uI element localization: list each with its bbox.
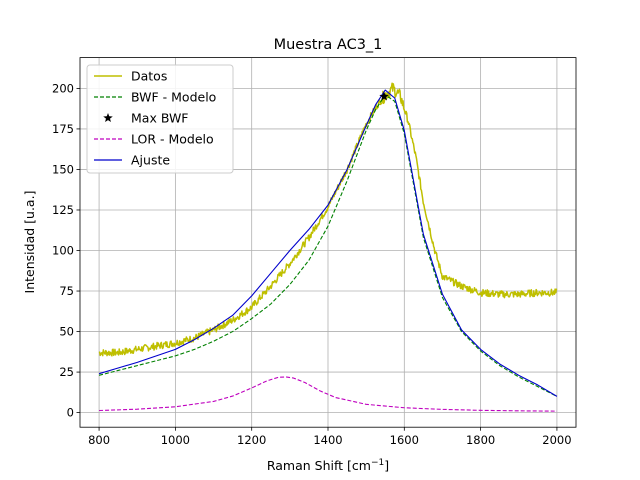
- y-tick-label: 0: [67, 406, 74, 420]
- y-tick-label: 150: [52, 162, 74, 176]
- x-tick-label: 1000: [161, 433, 190, 447]
- y-axis-label: Intensidad [u.a.]: [22, 191, 37, 294]
- y-tick-label: 25: [59, 365, 74, 379]
- x-axis-label: Raman Shift [cm−1]: [267, 458, 389, 473]
- legend-lor-modelo-label: LOR - Modelo: [131, 132, 214, 147]
- series-ajuste-line: [98, 89, 558, 397]
- x-axis-label-main: Raman Shift [cm: [267, 458, 371, 473]
- series-lor-modelo-line: [99, 376, 557, 412]
- x-tick-label: 1600: [390, 433, 419, 447]
- x-tick-label: 1400: [313, 433, 342, 447]
- legend: Datos BWF - Modelo Max BWF LOR - Modelo Ajus…: [86, 64, 234, 174]
- y-tick-label: 100: [52, 244, 74, 258]
- y-tick-label: 200: [52, 81, 74, 95]
- y-tick-label: 75: [59, 284, 74, 298]
- legend-box: [86, 64, 234, 174]
- x-tick-label: 1200: [237, 433, 266, 447]
- legend-ajuste-label: Ajuste: [131, 153, 170, 168]
- chart-title: Muestra AC3_1: [274, 37, 383, 53]
- y-tick-label: 125: [52, 203, 74, 217]
- y-tick-label: 175: [52, 122, 74, 136]
- x-axis-label-end: ]: [384, 458, 389, 473]
- y-tick-label: 50: [59, 325, 74, 339]
- legend-datos-label: Datos: [131, 69, 167, 84]
- series-bwf-modelo-line: [98, 94, 558, 397]
- x-tick-label: 1800: [466, 433, 495, 447]
- x-tick-label: 2000: [542, 433, 571, 447]
- series-datos-line: [98, 82, 558, 357]
- grid: [80, 57, 576, 428]
- x-tick-label: 800: [88, 433, 110, 447]
- series-max-bwf-point: [379, 91, 389, 101]
- legend-max-bwf-label: Max BWF: [131, 111, 189, 126]
- x-axis-label-sup: −1: [371, 458, 384, 468]
- ticks: 800 1000 1200 1400 1600 1800 2000 0 25 50 75 100 125…: [52, 81, 572, 447]
- legend-max-bwf-swatch: [103, 113, 113, 123]
- legend-bwf-modelo-label: BWF - Modelo: [131, 90, 216, 105]
- series-layer: [98, 82, 558, 412]
